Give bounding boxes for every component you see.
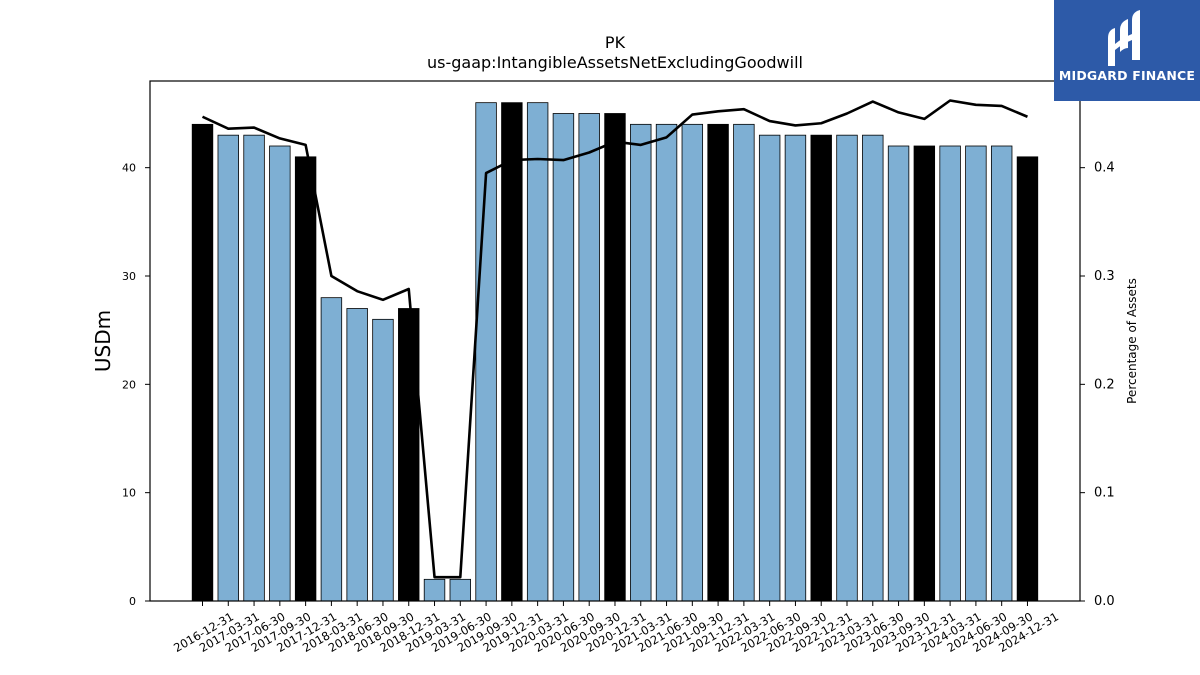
bar-2022-12-31 bbox=[810, 134, 832, 602]
bar-2020-12-31 bbox=[604, 113, 626, 602]
bar-2020-03-31 bbox=[526, 102, 549, 602]
bar-2016-12-31 bbox=[191, 123, 214, 602]
bar-2023-03-31 bbox=[836, 134, 858, 602]
bar-2022-03-31 bbox=[733, 123, 755, 602]
bar-2023-12-31 bbox=[913, 145, 936, 602]
bar-2021-12-31 bbox=[707, 123, 729, 602]
y-tick-label: 40 bbox=[122, 162, 136, 175]
y2-tick-label: 0.4 bbox=[1094, 161, 1115, 176]
bar-series bbox=[191, 102, 1039, 602]
percentage-line bbox=[201, 99, 1028, 579]
bar-2021-06-30 bbox=[655, 123, 678, 602]
bar-2024-03-31 bbox=[939, 145, 961, 602]
bar-2021-09-30 bbox=[681, 123, 704, 602]
bar-2017-09-30 bbox=[269, 145, 291, 602]
bar-2019-06-30 bbox=[449, 578, 472, 602]
bar-2019-12-31 bbox=[501, 102, 523, 602]
y2-tick-label: 0.1 bbox=[1094, 486, 1115, 501]
x-axis: 2016-12-312017-03-312017-06-302017-09-30… bbox=[171, 601, 1061, 655]
bar-2019-03-31 bbox=[423, 578, 446, 602]
bar-2021-03-31 bbox=[630, 123, 652, 602]
y-tick-label: 30 bbox=[122, 270, 136, 283]
y2-tick-label: 0.0 bbox=[1094, 594, 1115, 609]
bar-2022-09-30 bbox=[784, 134, 807, 602]
bar-2024-09-30 bbox=[990, 145, 1013, 602]
bar-2018-12-31 bbox=[398, 308, 420, 602]
bar-2017-06-30 bbox=[243, 134, 265, 602]
midgard-m-icon bbox=[1108, 10, 1140, 66]
bar-2017-03-31 bbox=[217, 134, 239, 602]
y-tick-label: 10 bbox=[122, 487, 136, 500]
brand-logo: MIDGARD FINANCE bbox=[1054, 0, 1200, 101]
bar-2018-06-30 bbox=[346, 308, 368, 602]
bar-2018-09-30 bbox=[372, 318, 394, 602]
bar-2017-12-31 bbox=[294, 156, 317, 602]
y-axis-label-right: Percentage of Assets bbox=[1125, 278, 1139, 404]
y2-tick-label: 0.2 bbox=[1094, 377, 1115, 392]
bar-2022-06-30 bbox=[758, 134, 781, 602]
bar-2024-12-31 bbox=[1016, 156, 1039, 602]
bar-2020-06-30 bbox=[552, 113, 575, 602]
y-tick-label: 20 bbox=[122, 378, 136, 391]
brand-name: MIDGARD FINANCE bbox=[1058, 68, 1196, 83]
y-tick-label: 0 bbox=[129, 595, 136, 608]
bar-2023-09-30 bbox=[887, 145, 910, 602]
y2-tick-label: 0.3 bbox=[1094, 269, 1115, 284]
y-axis-right: 0.0 0.1 0.2 0.3 0.4 bbox=[1080, 161, 1115, 609]
y-axis-left: 0 10 20 30 40 bbox=[122, 162, 150, 608]
y-axis-label-left: USDm bbox=[91, 310, 115, 372]
chart-title: PK bbox=[605, 33, 626, 52]
bar-2023-06-30 bbox=[862, 134, 884, 602]
bar-2018-03-31 bbox=[320, 297, 343, 602]
bar-2020-09-30 bbox=[578, 113, 600, 602]
bar-2024-06-30 bbox=[965, 145, 987, 602]
line-series bbox=[201, 99, 1028, 579]
chart-subtitle: us-gaap:IntangibleAssetsNetExcludingGood… bbox=[427, 53, 803, 72]
